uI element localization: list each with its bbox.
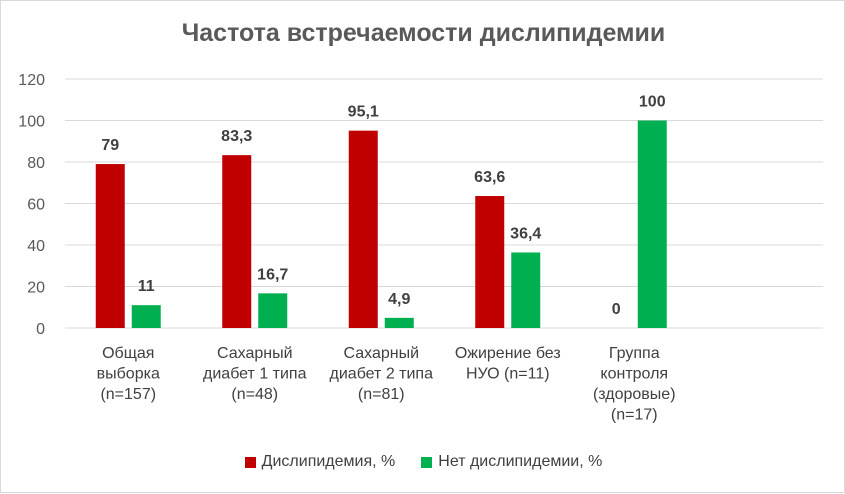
y-tick-label: 40: [27, 238, 45, 255]
data-label: 95,1: [348, 104, 379, 121]
x-tick-label: диабет 2 типа: [330, 366, 434, 383]
bar-no-dyslipidemia: [131, 305, 161, 328]
bar-no-dyslipidemia: [258, 293, 288, 328]
legend-item-no-dyslipidemia: Нет дислипидемии, %: [421, 453, 602, 471]
bar-dyslipidemia: [95, 164, 125, 328]
bar-no-dyslipidemia: [511, 252, 541, 328]
bar-no-dyslipidemia: [637, 120, 667, 328]
data-label: 0: [612, 301, 621, 318]
x-tick-label: диабет 1 типа: [203, 366, 307, 383]
y-tick-label: 20: [27, 280, 45, 297]
x-tick-label: Сахарный: [343, 345, 419, 362]
legend-swatch-no-dyslipidemia: [421, 456, 433, 468]
x-tick-label: (n=17): [611, 407, 658, 424]
data-label: 100: [639, 94, 666, 111]
legend: Дислипидемия, % Нет дислипидемии, %: [1, 453, 845, 471]
legend-swatch-dyslipidemia: [244, 456, 256, 468]
y-tick-label: 120: [18, 72, 45, 89]
data-label: 36,4: [510, 225, 541, 242]
x-tick-label: выборка: [97, 366, 160, 383]
x-tick-label: Общая: [102, 345, 154, 362]
legend-label-dyslipidemia: Дислипидемия, %: [261, 453, 396, 470]
legend-label-no-dyslipidemia: Нет дислипидемии, %: [438, 453, 603, 470]
y-tick-label: 80: [27, 155, 45, 172]
bar-dyslipidemia: [348, 130, 378, 328]
x-tick-label: Группа: [609, 345, 660, 362]
x-tick-label: контроля: [600, 366, 668, 383]
y-tick-label: 100: [18, 114, 45, 131]
x-tick-label: (n=81): [358, 386, 405, 403]
chart-title: Частота встречаемости дислипидемии: [181, 19, 666, 47]
y-tick-label: 60: [27, 197, 45, 214]
data-label: 11: [138, 278, 155, 295]
data-label: 83,3: [221, 128, 252, 145]
bar-dyslipidemia: [475, 196, 505, 328]
y-tick-label: 0: [36, 321, 45, 338]
data-label: 4,9: [388, 291, 410, 308]
legend-item-dyslipidemia: Дислипидемия, %: [244, 453, 396, 471]
data-label: 63,6: [474, 169, 505, 186]
data-label: 16,7: [257, 266, 288, 283]
x-tick-label: (здоровые): [593, 386, 676, 403]
bar-no-dyslipidemia: [384, 317, 414, 328]
x-tick-label: Ожирение без: [455, 345, 561, 362]
x-tick-label: Сахарный: [217, 345, 293, 362]
bar-dyslipidemia: [222, 155, 252, 328]
x-tick-label: НУО (n=11): [466, 366, 550, 383]
data-label: 79: [101, 137, 119, 154]
x-tick-label: (n=157): [100, 386, 156, 403]
x-tick-label: (n=48): [231, 386, 278, 403]
